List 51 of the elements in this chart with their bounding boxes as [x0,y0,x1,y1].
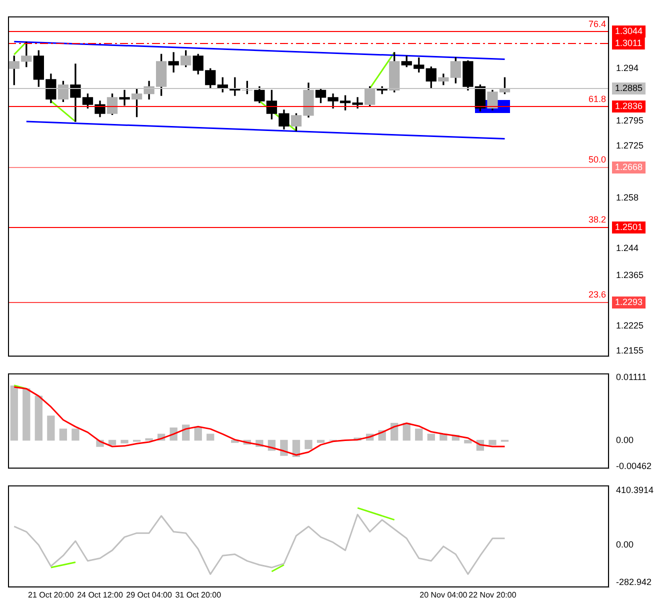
x-tick-label: 29 Oct 04:00 [126,590,173,600]
bar [304,440,312,450]
ref-line-label: 1.2885 [615,82,643,93]
x-tick-label: 22 Nov 20:00 [468,590,517,600]
ref-line-label: 1.2836 [615,100,643,111]
ref-line-label: 1.3044 [615,26,643,36]
bar [316,440,325,443]
y-tick-label: 1.2225 [616,320,644,330]
bar [72,428,80,441]
x-tick-label: 31 Oct 20:00 [175,590,222,600]
bar [427,434,435,441]
y-tick-label: -282.942 [616,576,652,587]
ref-line-label: 1.3011 [615,38,642,48]
y-tick-label: 0.00 [616,539,634,550]
bar [108,440,116,446]
y-tick-label: 1.258 [616,192,639,203]
bar [194,427,202,441]
bar [415,428,423,441]
y-tick-label: 1.294 [616,63,639,74]
bar [10,386,18,441]
candlestick [119,90,130,106]
bar [59,428,68,441]
ref-line-label: 1.2293 [615,296,643,307]
y-tick-label: 1.2795 [616,115,644,126]
annotation: 50.0 [588,154,606,165]
bar [145,438,153,441]
y-tick-label: 1.2725 [616,140,644,150]
annotation: 61.8 [588,94,606,104]
x-tick-label: 24 Oct 12:00 [77,590,124,600]
x-tick-label: 20 Nov 04:00 [420,590,468,600]
bar [47,416,55,441]
x-tick-label: 21 Oct 20:00 [28,590,74,600]
bar [22,388,30,441]
bar [464,440,472,444]
bar [280,440,288,456]
bar [34,396,42,441]
y-tick-label: 1.2155 [616,346,644,356]
y-tick-label: 410.3914 [616,485,654,496]
y-tick-label: 1.2365 [616,270,644,280]
y-tick-label: 0.00 [616,434,634,445]
bar [488,440,496,446]
bar [120,440,128,444]
annotation: 23.6 [588,290,606,300]
annotation: 38.2 [588,214,606,225]
annotation: 76.4 [588,19,606,30]
y-tick-label: -0.00462 [616,460,652,471]
y-tick-label: 1.244 [616,243,639,254]
bar [206,434,214,441]
y-tick-label: 0.01111 [616,372,647,382]
ref-line-label: 1.2501 [615,222,643,232]
ref-line-label: 1.2668 [615,162,643,172]
